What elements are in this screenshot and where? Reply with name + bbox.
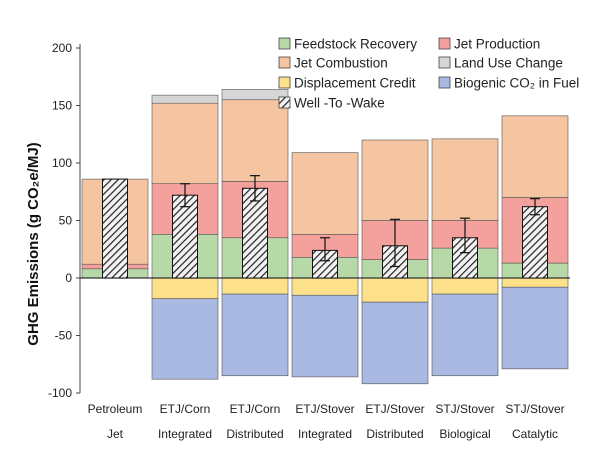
category-label-2-line-0: ETJ/Corn [230,402,281,416]
category-label-5-line-1: Biological [439,427,490,441]
well-to-wake-bar-2 [242,187,268,279]
category-label-4-line-0: ETJ/Stover [365,402,424,416]
category-label-3-line-1: Integrated [298,427,352,441]
category-label-0-line-1: Jet [107,427,124,441]
y-tick-label: 0 [65,271,72,285]
bar-segment-displacement-credit-2 [221,277,289,295]
y-tick-label: -50 [55,329,73,343]
legend-label-jet-combustion: Jet Combustion [294,56,388,71]
bar-segment-biogenic-co-in-fuel-5 [431,293,499,377]
category-label-3-line-0: ETJ/Stover [295,402,354,416]
legend-label-well-to-wake: Well -To -Wake [294,96,385,111]
bar-segment-jet-combustion-1 [151,102,219,184]
well-to-wake-bar-3 [312,249,338,279]
y-tick-label: 50 [59,214,73,228]
bar-segment-biogenic-co-in-fuel-3 [291,294,359,378]
bar-segment-displacement-credit-3 [291,277,359,296]
category-label-1-line-0: ETJ/Corn [160,402,211,416]
well-to-wake-bar-6 [522,206,548,279]
bar-segment-jet-combustion-3 [291,152,359,235]
y-axis-title: GHG Emissions (g CO₂e/MJ) [25,142,42,345]
y-tick-label: 200 [52,41,72,55]
legend-label-feedstock-recovery: Feedstock Recovery [294,37,417,52]
bar-segment-displacement-credit-5 [431,277,499,295]
legend-label-land-use-change: Land Use Change [454,56,563,71]
category-label-2-line-1: Distributed [226,427,283,441]
legend-label-displacement-credit: Displacement Credit [294,76,416,91]
bar-segment-displacement-credit-4 [361,277,429,303]
bar-segment-biogenic-co-in-fuel-1 [151,298,219,380]
y-tick-label: 150 [52,99,72,113]
well-to-wake-bar-0 [102,178,128,279]
category-label-6-line-1: Catalytic [512,427,558,441]
bar-segment-biogenic-co-in-fuel-4 [361,301,429,385]
legend-label-biogenic-co-in-fuel: Biogenic CO₂ in Fuel [454,76,579,91]
legend-swatch-displacement-credit [278,76,291,89]
legend-swatch-jet-combustion [278,56,291,69]
bar-segment-displacement-credit-6 [501,277,569,288]
legend-swatch-biogenic-co-in-fuel [438,76,451,89]
legend-swatch-well-to-wake [278,96,291,109]
bar-segment-biogenic-co-in-fuel-6 [501,286,569,370]
category-label-1-line-1: Integrated [158,427,212,441]
category-label-6-line-0: STJ/Stover [505,402,564,416]
bar-segment-land-use-change-1 [151,94,219,104]
bar-segment-jet-combustion-2 [221,99,289,182]
legend-swatch-land-use-change [438,56,451,69]
bar-segment-jet-combustion-5 [431,138,499,221]
y-tick-label: 100 [52,156,72,170]
legend-label-jet-production: Jet Production [454,37,540,52]
bar-segment-land-use-change-2 [221,89,289,101]
y-tick-label: -100 [48,386,72,400]
category-label-5-line-0: STJ/Stover [435,402,494,416]
legend-swatch-jet-production [438,37,451,50]
bar-segment-jet-combustion-6 [501,115,569,198]
category-label-0-line-0: Petroleum [88,402,143,416]
category-label-4-line-1: Distributed [366,427,423,441]
bar-segment-biogenic-co-in-fuel-2 [221,293,289,377]
bar-segment-displacement-credit-1 [151,277,219,300]
bar-segment-jet-combustion-4 [361,139,429,221]
legend-swatch-feedstock-recovery [278,37,291,50]
well-to-wake-bar-1 [172,194,198,279]
